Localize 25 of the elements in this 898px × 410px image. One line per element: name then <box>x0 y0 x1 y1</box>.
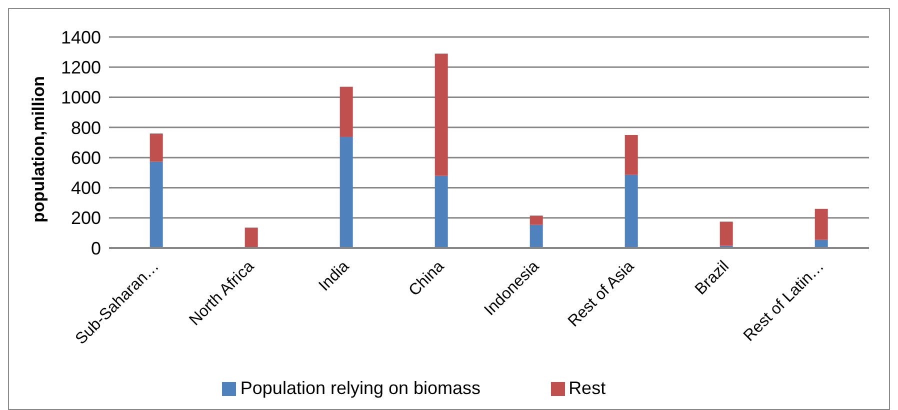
bar <box>624 174 638 248</box>
y-tick-label: 800 <box>70 118 101 138</box>
y-tick-label: 0 <box>90 238 101 258</box>
bar <box>150 133 163 162</box>
bar <box>530 224 543 248</box>
y-tick-label: 200 <box>70 208 101 228</box>
bar <box>624 134 638 175</box>
bar <box>814 208 828 240</box>
y-tick-label: 600 <box>70 148 101 168</box>
bar <box>530 216 543 225</box>
bar <box>340 86 353 136</box>
bar <box>244 228 258 248</box>
y-tick-label: 1000 <box>60 88 101 108</box>
y-tick-label: 1400 <box>60 27 101 48</box>
y-tick-label: 1200 <box>60 58 101 78</box>
bar <box>434 176 448 248</box>
bar <box>720 222 733 246</box>
legend-label: Rest <box>568 378 606 398</box>
y-tick-label: 400 <box>70 178 101 198</box>
bar <box>434 54 448 176</box>
legend-label: Population relying on biomass <box>240 378 481 398</box>
bar <box>150 161 163 248</box>
bar <box>340 136 353 248</box>
y-axis-title: population,million <box>29 76 48 222</box>
bar <box>814 240 828 248</box>
